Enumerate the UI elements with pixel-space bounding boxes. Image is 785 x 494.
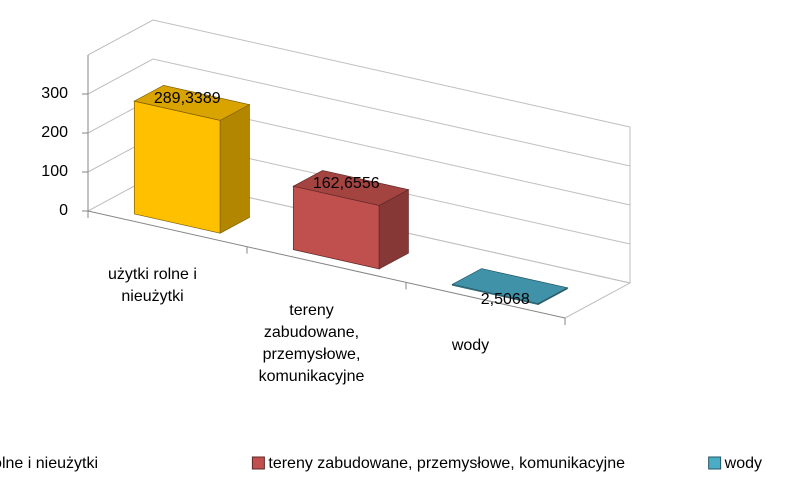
y-tick-label: 0 [59,202,68,219]
legend-label: użytki rolne i nieużytki [0,455,98,472]
y-tick-label: 200 [41,124,68,141]
x-label-box: wody [451,337,490,355]
x-tick-label: użytki rolne i nieużytki [108,265,197,305]
bar [133,84,251,234]
legend-swatch [708,456,722,470]
y-tick-label: 300 [41,85,68,102]
x-tick-label: tereny zabudowane, przemysłowe, komunika… [258,301,365,385]
legend-label: tereny zabudowane, przemysłowe, komunika… [268,455,625,472]
bar-top [133,84,251,121]
data-label: 2,5068 [481,291,530,308]
bar-top [451,268,569,304]
x-label-box: użytki rolne i nieużytki [108,265,197,305]
legend-label: wody [724,455,762,472]
bar-front [133,100,221,234]
data-label: 162,6556 [313,175,380,192]
bar [451,268,569,306]
y-tick-label: 100 [41,163,68,180]
bar-side [219,104,250,234]
x-axis [87,210,566,319]
wall-outline [87,19,631,128]
legend-swatch [251,456,265,470]
x-tick-label: wody [451,337,490,355]
bar-top [292,170,410,206]
bar [292,170,410,270]
data-label: 289,3389 [154,90,221,107]
grid-line [87,58,631,167]
x-label-box: tereny zabudowane, przemysłowe, komunika… [258,301,365,385]
